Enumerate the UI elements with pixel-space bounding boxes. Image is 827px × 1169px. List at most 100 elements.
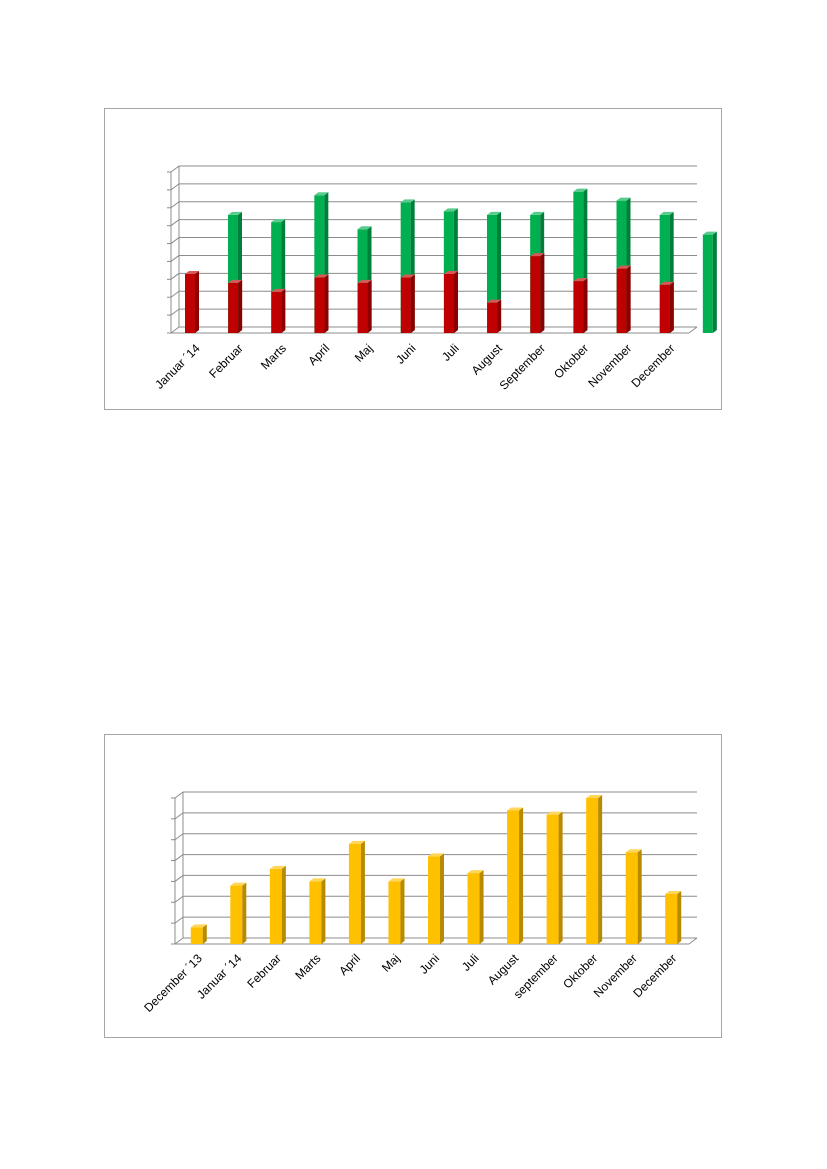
x-tick-label: November [585,341,634,390]
gridline-side [170,201,180,209]
gridline-side [174,875,184,882]
gridline-side [170,237,180,244]
bar-side [626,265,631,333]
bar-front [659,284,670,333]
x-tick-label: Maj [379,951,403,975]
gridline-side [174,916,184,924]
bar-top [269,865,286,869]
bar-top [616,265,631,269]
x-tick-label: December ´13 [141,951,205,1015]
bar [702,231,717,333]
bar-side [367,279,372,333]
bar-front [228,282,239,333]
bar-front [487,302,498,333]
x-tick-label: Marts [258,341,289,372]
bar-top [444,270,458,274]
bar [487,299,502,333]
bar-side [669,281,674,333]
bar-side [238,279,243,333]
bar-side [281,288,286,333]
x-tick-label: Februar [206,341,246,381]
bar [190,924,207,944]
bar-top [546,811,563,815]
bar-top [230,882,247,886]
bar [444,270,458,333]
bars [185,188,717,333]
bar-front [400,202,411,333]
bar-front [665,893,678,944]
bar-front [228,214,238,333]
bar [400,274,415,333]
bar-top [228,211,242,215]
bar-top [314,192,329,196]
bar-front [269,868,282,944]
gridline-side [174,833,184,841]
gridline-side [170,219,180,227]
gridline-side [174,791,184,799]
x-tick-label: Januar ´14 [152,341,203,392]
gridlines [167,165,697,334]
gridline-side [174,812,184,820]
bar-front [573,191,584,333]
bar [467,870,484,944]
bar [625,849,642,944]
bar-side [677,890,682,944]
bar-side [324,274,329,333]
bar-front [185,273,195,333]
gridline-side [170,308,180,316]
bar-front [348,843,361,944]
bar [573,278,588,333]
bar-front [388,881,401,944]
bar-side [454,270,458,333]
bar-top [400,199,415,203]
bar-side [281,865,286,944]
bar-side [242,882,247,944]
x-tick-label: December [628,341,677,390]
chart-1: Januar ´14 Februar Marts April Maj Juni Juli Au… [104,108,722,410]
bar [586,795,603,944]
x-tick-label: Juni [393,341,418,366]
gridline-side [170,326,180,334]
gridline-side [174,854,184,861]
bar-front [616,268,627,333]
bar-front [573,281,584,333]
bar-side [321,878,326,944]
bar-top [665,890,682,894]
bar [507,807,524,944]
bar-top [388,878,405,882]
floor-edge [688,937,698,945]
bar-front [530,256,541,333]
bars [190,795,682,944]
bar-front [625,852,638,944]
bar-top [659,211,674,215]
bar-top [357,226,372,230]
bar-top [348,840,365,844]
bar [348,840,365,944]
bar-top [443,208,458,212]
x-tick-label: Oktober [551,341,591,381]
bar-side [497,299,502,333]
bar-side [440,853,444,944]
gridline-side [174,895,184,903]
bar-front [659,214,670,333]
bar-front [314,195,325,333]
bar-top [400,274,415,278]
x-tick-label: August [469,341,506,378]
bar-front [586,798,599,944]
floor-edge [688,326,698,334]
bar-top [573,278,588,282]
x-tick-label: August [485,951,522,988]
bar-top [428,853,444,857]
bar-top [530,253,545,257]
bar [314,274,329,333]
bar-top [702,231,717,235]
x-tick-label: Juni [417,951,442,976]
bar-front [487,214,497,333]
bar-side [195,270,199,333]
gridline-side [170,255,180,262]
bar-top [530,211,545,215]
bar [665,890,682,944]
bar-top [271,288,286,292]
bar-top [573,188,588,192]
